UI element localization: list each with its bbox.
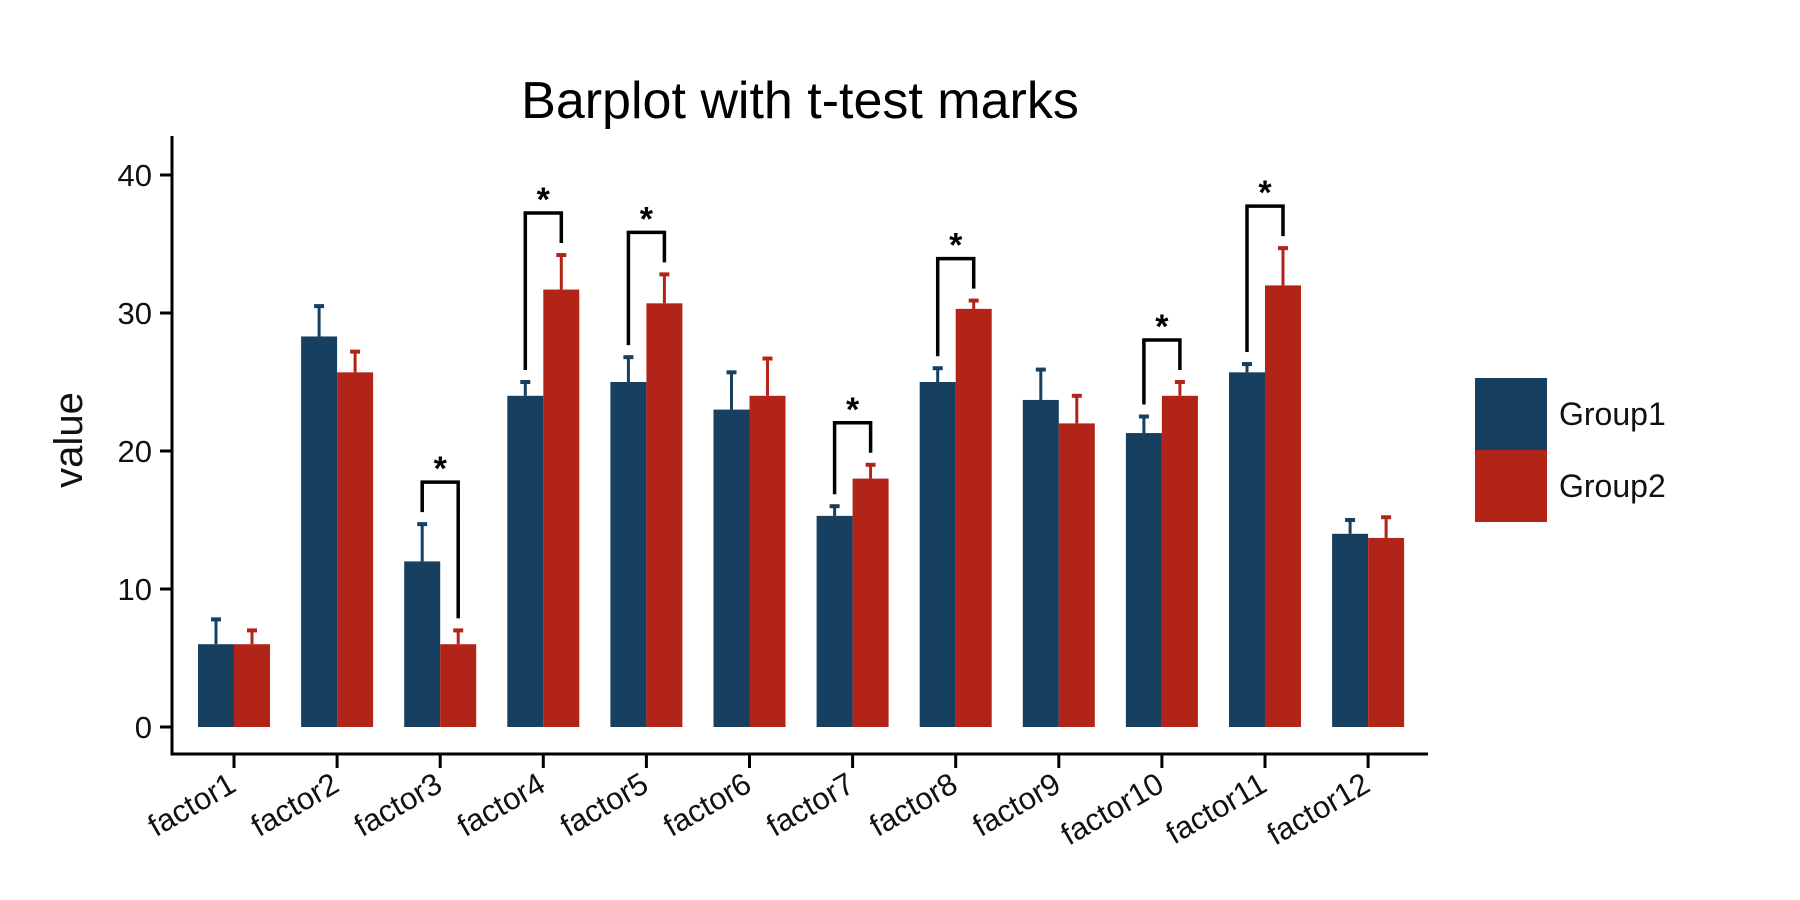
x-tick-label: factor6 <box>657 766 757 844</box>
bar-group2 <box>646 303 683 727</box>
y-tick-label: 10 <box>118 572 152 607</box>
significance-star: * <box>537 181 551 219</box>
chart-title: Barplot with t-test marks <box>521 72 1079 130</box>
x-tick-label: factor12 <box>1261 766 1376 852</box>
bar-group2 <box>337 372 374 727</box>
bar-group2 <box>543 289 580 727</box>
significance-star: * <box>1155 308 1169 346</box>
bar-group2 <box>749 395 786 727</box>
significance-bracket <box>523 211 564 370</box>
bar-group2 <box>234 644 270 727</box>
x-tick-label: factor10 <box>1055 766 1170 852</box>
significance-bracket <box>832 421 873 495</box>
bar-group2 <box>1265 285 1301 727</box>
bar-group2 <box>852 478 889 727</box>
bar-group1 <box>610 382 647 727</box>
significance-star: * <box>434 450 448 488</box>
legend-label-2: Group2 <box>1559 468 1666 504</box>
significance-star: * <box>846 391 860 429</box>
legend-label-1: Group1 <box>1559 396 1666 432</box>
bar-group1 <box>198 644 234 727</box>
x-tick-label: factor1 <box>142 766 242 844</box>
x-tick-label: factor11 <box>1160 766 1273 851</box>
bar-group2 <box>440 644 477 727</box>
bar-group1 <box>816 515 853 727</box>
significance-bracket <box>935 256 976 357</box>
bar-group1 <box>1022 399 1059 727</box>
significance-bracket <box>1142 338 1182 405</box>
significance-star: * <box>640 200 654 238</box>
legend: Group1 Group2 <box>1475 378 1666 522</box>
bar-group2 <box>955 308 992 727</box>
x-tick-label: factor2 <box>245 766 345 844</box>
y-tick-label: 40 <box>118 158 152 193</box>
y-tick-label: 20 <box>118 434 152 469</box>
bar-group2 <box>1368 537 1405 727</box>
significance-bracket <box>420 480 460 619</box>
y-tick-label: 30 <box>118 296 152 331</box>
x-tick-label: factor5 <box>554 766 654 844</box>
legend-swatch-1 <box>1475 378 1547 450</box>
bar-group2 <box>1161 395 1198 727</box>
significance-star: * <box>1258 174 1272 212</box>
bar-group1 <box>1332 533 1369 727</box>
significance-bracket <box>1245 204 1285 353</box>
bar-group1 <box>713 409 750 727</box>
y-tick-label: 0 <box>135 710 152 745</box>
x-tick-label: factor3 <box>348 766 448 844</box>
legend-swatch-2 <box>1475 450 1547 522</box>
significance-bracket <box>626 230 667 346</box>
bar-group1 <box>507 395 544 727</box>
bar-group1 <box>919 382 956 727</box>
bar-group1 <box>1229 372 1265 727</box>
x-tick-label: factor9 <box>967 766 1067 844</box>
significance-star: * <box>949 227 963 265</box>
bar-group1 <box>301 336 338 727</box>
y-axis-label: value <box>47 392 91 488</box>
x-tick-label: factor8 <box>864 766 964 844</box>
bar-group1 <box>404 561 441 727</box>
bar-group1 <box>1125 433 1162 727</box>
bar-group2 <box>1058 423 1095 727</box>
x-tick-label: factor7 <box>761 766 861 844</box>
x-tick-label: factor4 <box>451 766 551 844</box>
